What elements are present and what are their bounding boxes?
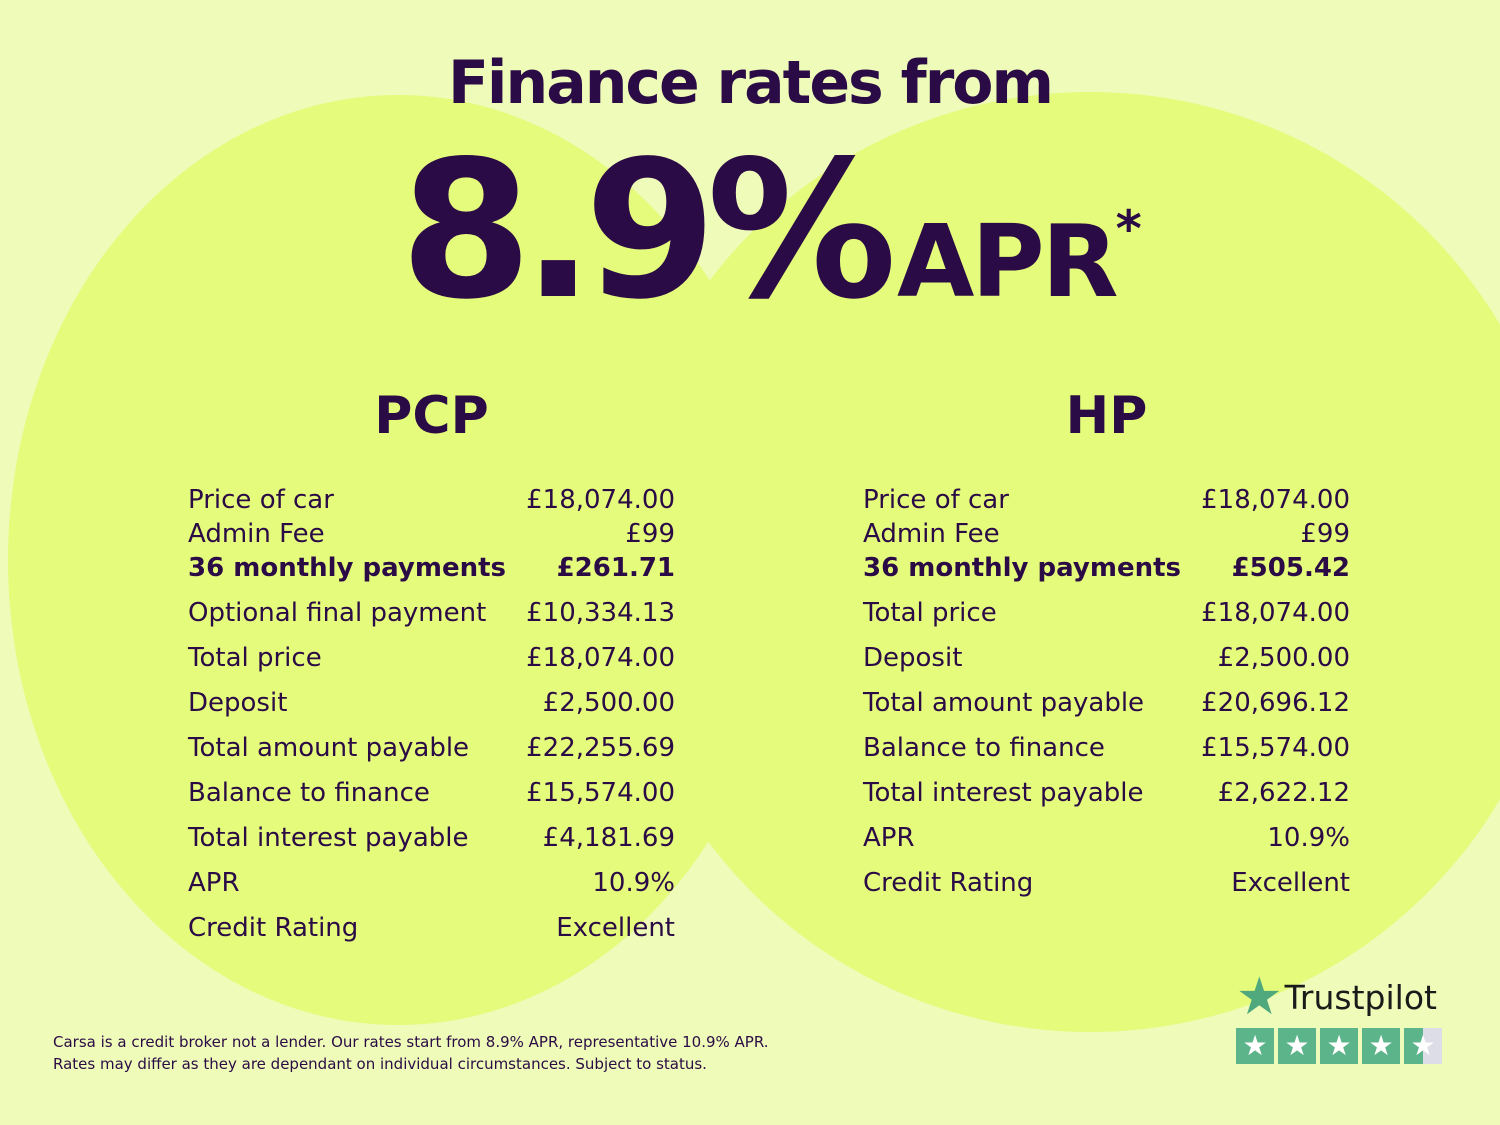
table-row: Total price £18,074.00 — [863, 596, 1350, 641]
half-star-icon: ★ — [1404, 1028, 1442, 1064]
table-row: Price of car £18,074.00 — [188, 483, 675, 517]
row-value: £2,500.00 — [1217, 643, 1350, 673]
table-row: Balance to finance £15,574.00 — [188, 776, 675, 821]
row-value: £261.71 — [556, 553, 675, 583]
table-row: Optional final payment £10,334.13 — [188, 596, 675, 641]
disclaimer-line-1: Carsa is a credit broker not a lender. O… — [53, 1033, 769, 1051]
table-row: Total interest payable £4,181.69 — [188, 821, 675, 866]
row-label: APR — [188, 868, 240, 898]
row-value: Excellent — [556, 913, 675, 943]
row-label: Price of car — [188, 485, 334, 515]
row-value: £2,500.00 — [542, 688, 675, 718]
trustpilot-badge[interactable]: ★ Trustpilot ★ ★ ★ ★ ★ — [1236, 967, 1442, 1064]
table-row: Credit Rating Excellent — [863, 866, 1350, 911]
table-row: Balance to finance £15,574.00 — [863, 731, 1350, 776]
row-value: Excellent — [1231, 868, 1350, 898]
table-row: 36 monthly payments £261.71 — [188, 551, 675, 596]
row-value: £15,574.00 — [526, 778, 675, 808]
decor-circle-right — [615, 92, 1500, 1032]
rate-value: 8.9% — [400, 120, 897, 341]
table-row: Total price £18,074.00 — [188, 641, 675, 686]
row-value: £99 — [625, 519, 675, 549]
table-row: APR 10.9% — [863, 821, 1350, 866]
row-label: Total price — [188, 643, 322, 673]
row-value: £18,074.00 — [1201, 598, 1350, 628]
table-row: Credit Rating Excellent — [188, 911, 675, 956]
table-row: Price of car £18,074.00 — [863, 483, 1350, 517]
row-label: Price of car — [863, 485, 1009, 515]
row-value: 10.9% — [1267, 823, 1350, 853]
row-label: Deposit — [863, 643, 963, 673]
row-label: 36 monthly payments — [863, 553, 1181, 583]
disclaimer: Carsa is a credit broker not a lender. O… — [53, 1031, 769, 1075]
hp-table: HP Price of car £18,074.00 Admin Fee £99 36 … — [863, 385, 1350, 911]
row-value: £2,622.12 — [1217, 778, 1350, 808]
row-label: Optional final payment — [188, 598, 487, 628]
row-value: 10.9% — [592, 868, 675, 898]
row-label: Credit Rating — [188, 913, 359, 943]
row-value: £18,074.00 — [1201, 485, 1350, 515]
row-label: Total interest payable — [863, 778, 1144, 808]
row-label: Deposit — [188, 688, 288, 718]
table-row: Admin Fee £99 — [863, 517, 1350, 551]
hp-title: HP — [1065, 386, 1148, 446]
row-label: Total amount payable — [863, 688, 1145, 718]
table-row: Total amount payable £22,255.69 — [188, 731, 675, 776]
row-label: APR — [863, 823, 915, 853]
table-row: 36 monthly payments £505.42 — [863, 551, 1350, 596]
trustpilot-name: Trustpilot — [1284, 977, 1437, 1017]
row-value: £22,255.69 — [526, 733, 675, 763]
apr-label: APR — [896, 203, 1119, 320]
star-icon: ★ — [1236, 1028, 1274, 1064]
asterisk: * — [1115, 200, 1142, 258]
row-value: £15,574.00 — [1201, 733, 1350, 763]
row-label: Credit Rating — [863, 868, 1034, 898]
table-row: Total amount payable £20,696.12 — [863, 686, 1350, 731]
row-value: £18,074.00 — [526, 643, 675, 673]
disclaimer-line-2: Rates may differ as they are dependant o… — [53, 1055, 707, 1073]
table-row: Admin Fee £99 — [188, 517, 675, 551]
table-row: APR 10.9% — [188, 866, 675, 911]
star-icon: ★ — [1278, 1028, 1316, 1064]
row-label: Admin Fee — [863, 519, 1000, 549]
star-icon: ★ — [1320, 1028, 1358, 1064]
table-row: Total interest payable £2,622.12 — [863, 776, 1350, 821]
row-label: Total amount payable — [188, 733, 470, 763]
row-label: Balance to finance — [863, 733, 1105, 763]
pcp-title: PCP — [374, 386, 489, 446]
row-value: £20,696.12 — [1201, 688, 1350, 718]
row-label: Balance to finance — [188, 778, 430, 808]
row-value: £505.42 — [1231, 553, 1350, 583]
star-icon: ★ — [1362, 1028, 1400, 1064]
row-label: 36 monthly payments — [188, 553, 506, 583]
headline: Finance rates from — [447, 48, 1054, 118]
row-label: Admin Fee — [188, 519, 325, 549]
headline-rate: 8.9% APR* — [400, 120, 1142, 341]
row-value: £99 — [1300, 519, 1350, 549]
pcp-table: PCP Price of car £18,074.00 Admin Fee £99 36… — [188, 385, 675, 956]
row-value: £10,334.13 — [526, 598, 675, 628]
row-label: Total price — [863, 598, 997, 628]
trustpilot-rating: ★ ★ ★ ★ ★ — [1236, 1028, 1442, 1064]
row-value: £18,074.00 — [526, 485, 675, 515]
table-row: Deposit £2,500.00 — [863, 641, 1350, 686]
row-label: Total interest payable — [188, 823, 469, 853]
table-row: Deposit £2,500.00 — [188, 686, 675, 731]
trustpilot-logo: ★ Trustpilot — [1236, 967, 1442, 1027]
row-value: £4,181.69 — [542, 823, 675, 853]
trustpilot-star-icon: ★ — [1236, 967, 1283, 1027]
